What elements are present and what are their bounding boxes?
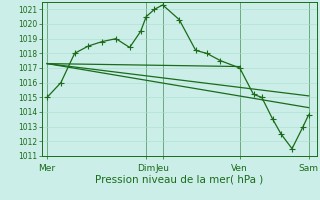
X-axis label: Pression niveau de la mer( hPa ): Pression niveau de la mer( hPa ) xyxy=(95,174,263,184)
